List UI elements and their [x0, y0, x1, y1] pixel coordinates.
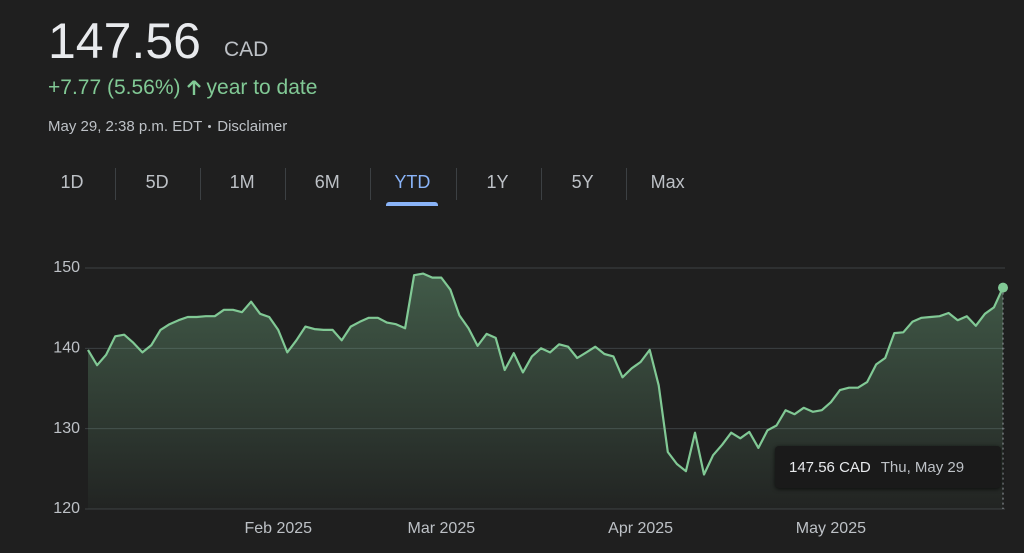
range-tab[interactable]: 6M [314, 172, 340, 192]
tab-separator [200, 168, 202, 200]
price-line [87, 272, 1004, 476]
up-arrow [186, 80, 201, 95]
x-tick-label: Apr 2025 [608, 520, 673, 537]
y-tick-label: 140 [53, 340, 80, 357]
tooltip-date: Thu, May 29 [880, 458, 965, 476]
timestamp: May 29, 2:38 p.m. EDT [48, 118, 203, 135]
x-tick-label: Feb 2025 [244, 520, 312, 537]
range-tab[interactable]: Max [650, 172, 685, 192]
tooltip-currency: CAD [839, 458, 871, 476]
range-tab[interactable]: YTD [382, 172, 442, 206]
tab-separator [115, 168, 117, 200]
tab-separator [625, 168, 627, 200]
x-tick-label: Mar 2025 [408, 520, 476, 537]
area [88, 273, 1003, 509]
range-tab[interactable]: 1M [229, 172, 255, 192]
timestamp-row: May 29, 2:38 p.m. EDT Disclaimer [48, 118, 287, 135]
range-tab[interactable]: 5Y [571, 172, 594, 192]
price: 147.56 [48, 13, 201, 69]
tab-separator [540, 168, 542, 200]
tab-separator [455, 168, 457, 200]
currency: CAD [224, 38, 269, 61]
tab-separator [285, 168, 287, 200]
tab-separator [370, 168, 372, 200]
range-tab[interactable]: 5D [145, 172, 169, 192]
change-row: +7.77 (5.56%) year to date [48, 76, 317, 100]
y-tick-label: 130 [53, 420, 80, 437]
period: year to date [206, 76, 318, 99]
y-tick-label: 150 [53, 259, 80, 276]
change: +7.77 (5.56%) [48, 76, 181, 99]
tooltip-value: 147.56 CAD [789, 459, 871, 476]
separator [208, 125, 212, 128]
range-tab[interactable]: 1Y [486, 172, 509, 192]
range-tab[interactable]: 1D [60, 172, 84, 192]
tooltip-price: 147.56 [789, 458, 835, 476]
tooltip: 147.56 CAD Thu, May 29 [775, 446, 1001, 488]
last-point [998, 282, 1008, 293]
y-tick-label: 120 [53, 500, 80, 517]
x-tick-label: May 2025 [796, 520, 866, 537]
disclaimer-link[interactable]: Disclaimer [217, 118, 288, 135]
